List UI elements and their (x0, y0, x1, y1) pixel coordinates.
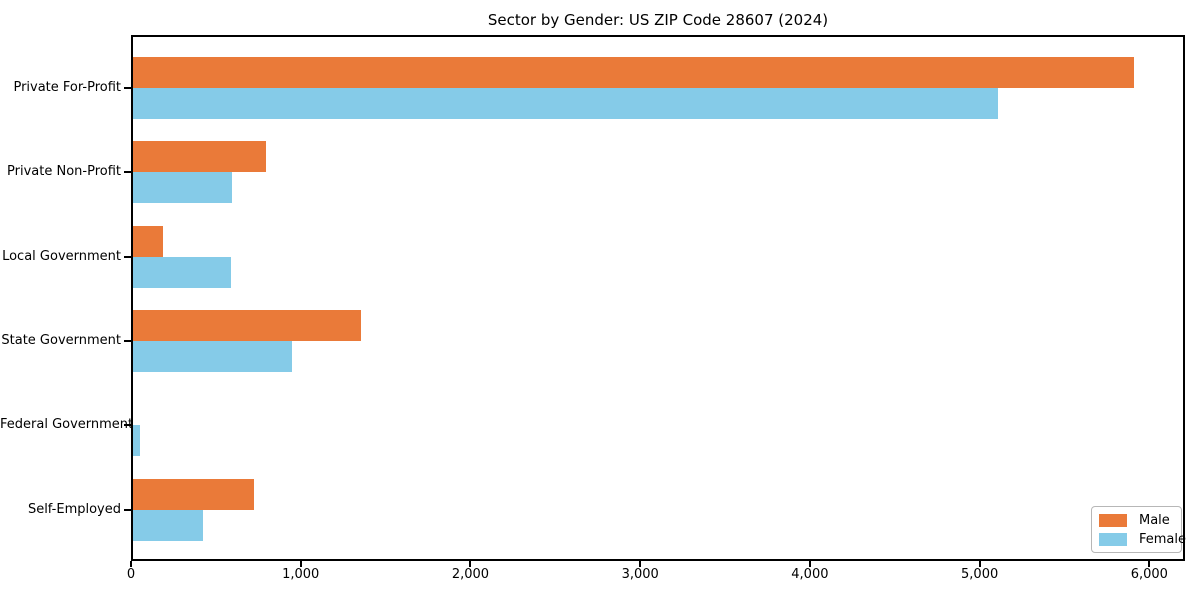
x-tick-mark (1148, 561, 1151, 567)
x-tick-label: 2,000 (451, 567, 490, 582)
bar-female-1 (131, 172, 232, 204)
x-tick-mark (639, 561, 642, 567)
x-tick-label: 0 (126, 567, 136, 582)
y-tick-mark (124, 508, 131, 511)
legend-swatch-female-icon (1099, 532, 1127, 546)
x-tick-mark (130, 561, 132, 567)
x-tick-mark (808, 561, 811, 567)
y-tick-label: State Government (1, 332, 121, 348)
bar-female-3 (131, 340, 292, 372)
x-tick-label: 5,000 (961, 567, 999, 582)
bar-male-1 (131, 141, 266, 173)
x-tick-label: 4,000 (791, 567, 829, 582)
y-tick-mark (124, 424, 131, 427)
y-tick-mark (124, 171, 131, 174)
legend-entry-male: Male (1099, 513, 1174, 528)
legend: Male Female (1091, 506, 1186, 553)
bar-male-2 (131, 225, 163, 257)
legend-label-male: Male (1139, 512, 1170, 528)
x-tick-label: 3,000 (621, 567, 659, 582)
bar-female-4 (131, 425, 140, 457)
y-tick-label: Self-Employed (27, 501, 121, 517)
x-tick-mark (299, 561, 302, 567)
x-tick-mark (978, 561, 981, 567)
y-tick-mark (124, 255, 131, 258)
bar-female-0 (131, 88, 998, 119)
legend-swatch-male-icon (1099, 513, 1127, 527)
bar-female-5 (131, 509, 203, 541)
y-tick-label: Private For-Profit (13, 80, 121, 95)
bar-female-2 (131, 256, 231, 288)
x-tick-label: 1,000 (282, 567, 320, 582)
bar-male-0 (131, 57, 1134, 88)
bar-male-5 (131, 478, 254, 510)
x-tick-label: 6,000 (1130, 567, 1168, 582)
y-tick-label: Private Non-Profit (7, 164, 121, 180)
chart-title: Sector by Gender: US ZIP Code 28607 (202… (487, 11, 829, 29)
y-tick-mark (124, 339, 131, 342)
legend-label-female: Female (1139, 531, 1187, 547)
y-tick-label: Local Government (2, 248, 121, 264)
y-tick-label: Federal Government (0, 417, 134, 433)
x-tick-mark (469, 561, 472, 567)
y-tick-mark (124, 87, 131, 89)
legend-entry-female: Female (1099, 532, 1186, 547)
plot-area (131, 35, 1185, 561)
bar-male-3 (131, 309, 361, 341)
